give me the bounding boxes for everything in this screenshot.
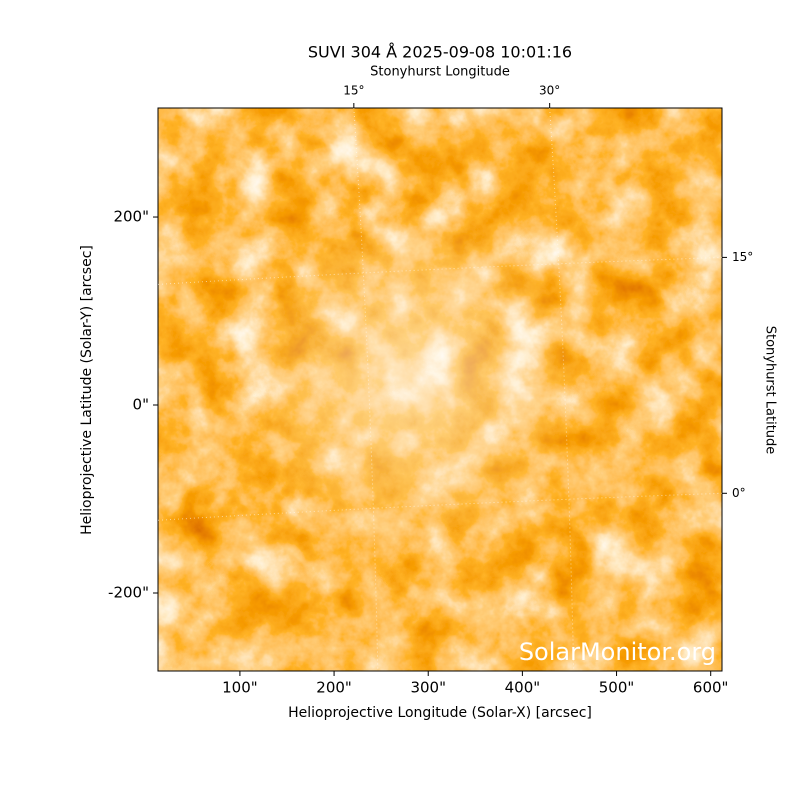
y2-tick-label: 0° (732, 486, 746, 500)
bright-region (158, 108, 722, 671)
x2-tick-label: 30° (539, 84, 560, 98)
y-tick-label: 200" (113, 208, 149, 226)
x2-axis-label: Stonyhurst Longitude (370, 65, 510, 80)
y-tick-label: 0" (133, 396, 149, 414)
chart-title: SUVI 304 Å 2025-09-08 10:01:16 (308, 43, 572, 62)
x2-tick-label: 15° (343, 84, 364, 98)
x-tick-label: 500" (599, 679, 635, 697)
plot-frame (157, 107, 723, 672)
x-tick-label: 100" (222, 679, 258, 697)
x-tick-label: 600" (693, 679, 729, 697)
x-tick-label: 200" (316, 679, 352, 697)
solar-image (158, 108, 722, 671)
y2-axis-label: Stonyhurst Latitude (763, 326, 778, 455)
x-axis-label: Helioprojective Longitude (Solar-X) [arc… (288, 705, 592, 721)
x-tick-label: 400" (505, 679, 541, 697)
y-axis-label: Helioprojective Latitude (Solar-Y) [arcs… (79, 245, 95, 535)
y2-tick-label: 15° (732, 250, 753, 264)
watermark: SolarMonitor.org (519, 638, 716, 666)
y-tick-label: -200" (108, 583, 149, 601)
x-tick-label: 300" (410, 679, 446, 697)
